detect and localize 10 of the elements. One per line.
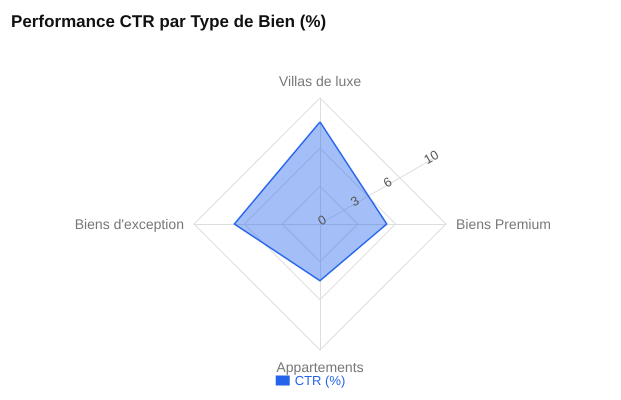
- spoke-label: Biens d'exception: [74, 216, 184, 232]
- legend-label: CTR (%): [294, 373, 346, 388]
- y-tick-label: 6: [380, 174, 394, 191]
- y-tick-label: 0: [315, 212, 329, 228]
- y-tick-label: 10: [421, 146, 442, 168]
- spoke-label: Villas de luxe: [278, 73, 362, 89]
- chart-title: Performance CTR par Type de Bien (%): [11, 12, 326, 31]
- spoke-label: Appartements: [276, 359, 364, 375]
- spoke-label: Biens Premium: [456, 216, 551, 232]
- y-tick-label: 3: [348, 192, 362, 210]
